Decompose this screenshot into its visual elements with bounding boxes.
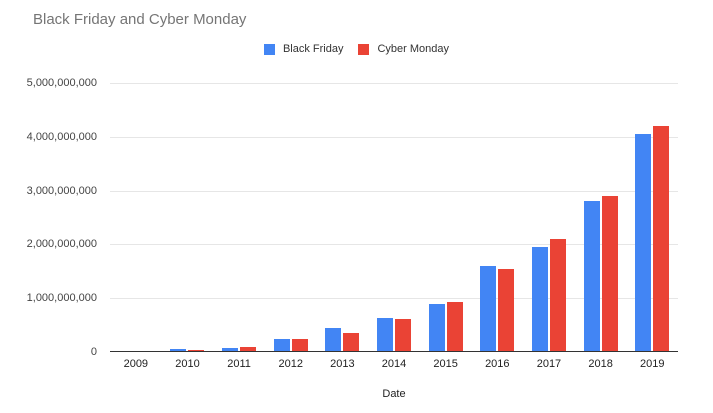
bar-cyber-monday-2011[interactable] <box>240 347 257 352</box>
gridline <box>110 136 678 138</box>
bar-cyber-monday-2016[interactable] <box>498 269 515 352</box>
bar-black-friday-2016[interactable] <box>480 266 497 352</box>
y-tick-label: 5,000,000,000 <box>26 77 97 89</box>
x-tick-label: 2014 <box>381 358 407 370</box>
bar-black-friday-2017[interactable] <box>531 247 548 352</box>
bar-black-friday-2014[interactable] <box>377 318 394 352</box>
legend-swatch-icon <box>263 43 275 55</box>
y-tick-label: 0 <box>90 346 97 358</box>
bar-group-2016 <box>471 83 523 352</box>
x-tick-label: 2012 <box>278 358 303 370</box>
y-tick-label: 2,000,000,000 <box>26 238 97 251</box>
legend-item-black-friday[interactable]: Black Friday <box>263 43 344 55</box>
bar-group-2018 <box>575 83 627 352</box>
bar-black-friday-2012[interactable] <box>273 339 290 352</box>
bar-group-2014 <box>368 83 420 352</box>
bar-group-2015 <box>420 83 472 352</box>
bar-group-2011 <box>213 83 265 352</box>
gridline <box>110 298 678 300</box>
bar-black-friday-2010[interactable] <box>170 349 187 352</box>
legend: Black Friday Cyber Monday <box>0 43 713 55</box>
bar-group-2009 <box>110 83 162 352</box>
x-tick-label: 2019 <box>639 358 665 370</box>
y-tick-label: 1,000,000,000 <box>26 292 97 305</box>
x-tick-label: 2009 <box>123 358 149 370</box>
legend-swatch-icon <box>358 43 370 55</box>
legend-label: Black Friday <box>282 43 344 55</box>
y-tick-label: 3,000,000,000 <box>26 184 97 197</box>
bar-cyber-monday-2013[interactable] <box>343 333 360 352</box>
bar-black-friday-2011[interactable] <box>222 348 239 352</box>
bar-cyber-monday-2019[interactable] <box>653 126 670 352</box>
gridline <box>110 190 678 192</box>
bars-layer <box>110 83 678 352</box>
bar-cyber-monday-2015[interactable] <box>446 302 463 352</box>
x-tick-label: 2011 <box>227 358 251 370</box>
bar-black-friday-2013[interactable] <box>325 328 342 352</box>
bar-group-2010 <box>162 83 214 352</box>
legend-item-cyber-monday[interactable]: Cyber Monday <box>358 43 449 55</box>
legend-label: Cyber Monday <box>377 43 450 55</box>
bar-cyber-monday-2014[interactable] <box>395 319 412 352</box>
bar-cyber-monday-2018[interactable] <box>601 196 618 352</box>
gridline <box>110 83 678 84</box>
y-tick-label: 4,000,000,000 <box>26 130 97 143</box>
bar-black-friday-2015[interactable] <box>428 304 445 352</box>
bar-group-2012 <box>265 83 317 352</box>
bar-black-friday-2018[interactable] <box>583 201 600 352</box>
bar-group-2013 <box>317 83 369 352</box>
x-tick-label: 2016 <box>485 358 510 370</box>
chart-title: Black Friday and Cyber Monday <box>33 11 247 28</box>
x-axis-labels: 2009 2010 2011 2012 2013 2014 2015 2016 2017 2018… <box>110 358 678 370</box>
x-tick-label: 2017 <box>536 358 562 370</box>
bar-group-2019 <box>626 83 678 352</box>
x-tick-label: 2010 <box>175 358 200 370</box>
gridline <box>110 244 678 246</box>
bar-cyber-monday-2017[interactable] <box>549 239 566 352</box>
plot-area <box>110 83 678 352</box>
x-tick-label: 2013 <box>330 358 355 370</box>
x-axis-title: Date <box>382 388 406 400</box>
bar-black-friday-2019[interactable] <box>635 134 652 352</box>
x-tick-label: 2018 <box>588 358 613 370</box>
x-axis-line <box>110 351 678 352</box>
bar-cyber-monday-2012[interactable] <box>291 339 308 352</box>
bar-group-2017 <box>523 83 575 352</box>
x-tick-label: 2015 <box>433 358 458 370</box>
